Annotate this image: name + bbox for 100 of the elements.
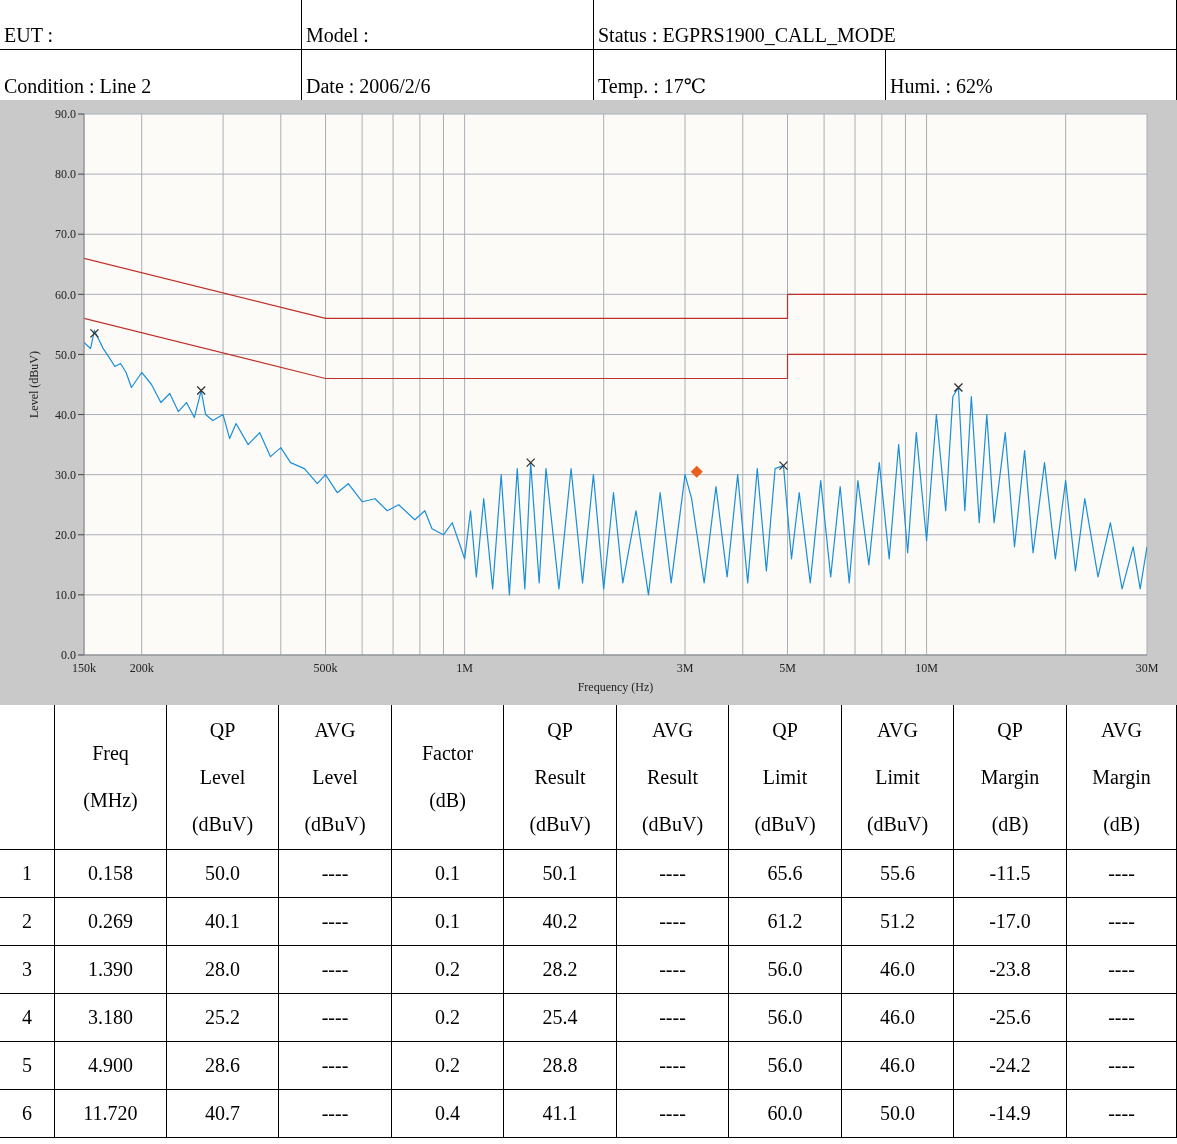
text: ----	[617, 898, 729, 945]
x-tick-label: 10M	[915, 660, 939, 675]
text: 65.6	[729, 850, 842, 897]
text: ----	[279, 1042, 392, 1089]
text: QP Margin (dB)	[980, 718, 1040, 835]
x-tick-label: 500k	[313, 660, 338, 675]
text: Temp. : 17℃	[594, 50, 886, 100]
text: 40.1	[167, 898, 279, 945]
text: ----	[279, 994, 392, 1041]
text: 46.0	[842, 946, 954, 993]
text: 1.390	[55, 946, 167, 993]
x-tick-label: 5M	[779, 660, 797, 675]
x-tick-label: 3M	[676, 660, 694, 675]
text: AVG Margin (dB)	[1092, 718, 1151, 835]
text: AVG Result (dBuV)	[641, 718, 704, 835]
text: 25.4	[504, 994, 617, 1041]
text: 0.1	[392, 850, 504, 897]
text: ----	[279, 850, 392, 897]
text: 4.900	[55, 1042, 167, 1089]
y-tick-label: 80.0	[55, 167, 76, 182]
text: ----	[617, 946, 729, 993]
text: ----	[279, 946, 392, 993]
x-tick-label: 30M	[1135, 660, 1159, 675]
y-tick-label: 60.0	[55, 287, 76, 302]
text: 55.6	[842, 850, 954, 897]
text: ----	[617, 1042, 729, 1089]
text: ----	[279, 1090, 392, 1137]
text: 56.0	[729, 1042, 842, 1089]
text: -24.2	[954, 1042, 1067, 1089]
text: ----	[1067, 850, 1177, 897]
text: 3.180	[55, 994, 167, 1041]
text: ----	[617, 994, 729, 1041]
text: Factor (dB)	[421, 742, 474, 811]
text: 41.1	[504, 1090, 617, 1137]
text: Condition : Line 2	[0, 50, 302, 100]
x-tick-label: 1M	[456, 660, 474, 675]
text: 50.0	[167, 850, 279, 897]
text: ----	[1067, 946, 1177, 993]
y-tick-label: 0.0	[61, 648, 76, 663]
text: 1	[0, 850, 55, 897]
text: 56.0	[729, 994, 842, 1041]
text: 0.2	[392, 946, 504, 993]
text: 28.2	[504, 946, 617, 993]
y-tick-label: 30.0	[55, 467, 76, 482]
x-tick-label: 200k	[129, 660, 154, 675]
text: ----	[1067, 994, 1177, 1041]
text: Humi. : 62%	[886, 50, 1177, 100]
text: 28.6	[167, 1042, 279, 1089]
text: 46.0	[842, 994, 954, 1041]
text: ----	[617, 1090, 729, 1137]
text: 40.2	[504, 898, 617, 945]
y-tick-label: 40.0	[55, 407, 76, 422]
text: 0.2	[392, 1042, 504, 1089]
text: 6	[0, 1090, 55, 1137]
y-tick-label: 10.0	[55, 588, 76, 603]
y-tick-label: 50.0	[55, 347, 76, 362]
text: ----	[279, 898, 392, 945]
text: 25.2	[167, 994, 279, 1041]
text: -14.9	[954, 1090, 1067, 1137]
text: 0.158	[55, 850, 167, 897]
text: QP Limit (dBuV)	[754, 718, 816, 835]
text: 50.0	[842, 1090, 954, 1137]
text: -17.0	[954, 898, 1067, 945]
text: -11.5	[954, 850, 1067, 897]
text: ----	[1067, 1090, 1177, 1137]
text: 28.0	[167, 946, 279, 993]
x-tick-label: 150k	[72, 660, 96, 675]
text: 3	[0, 946, 55, 993]
text: 56.0	[729, 946, 842, 993]
text: AVG Limit (dBuV)	[866, 718, 929, 835]
text: 46.0	[842, 1042, 954, 1089]
text: 2	[0, 898, 55, 945]
text: AVG Level (dBuV)	[304, 718, 366, 835]
x-axis-title: Frequency (Hz)	[577, 680, 654, 694]
text: 50.1	[504, 850, 617, 897]
text: 0.269	[55, 898, 167, 945]
text: Model :	[302, 0, 594, 49]
text: -25.6	[954, 994, 1067, 1041]
text: 5	[0, 1042, 55, 1089]
text: 0.1	[392, 898, 504, 945]
text: EUT :	[0, 0, 302, 49]
text: 28.8	[504, 1042, 617, 1089]
text: 0.4	[392, 1090, 504, 1137]
text: ----	[617, 850, 729, 897]
text: 60.0	[729, 1090, 842, 1137]
text: QP Level (dBuV)	[191, 718, 254, 835]
y-axis-title: Level (dBuV)	[27, 351, 42, 418]
text: QP Result (dBuV)	[529, 718, 591, 835]
text: Date : 2006/2/6	[302, 50, 594, 100]
y-tick-label: 90.0	[55, 107, 76, 122]
text: 51.2	[842, 898, 954, 945]
text: 4	[0, 994, 55, 1041]
text: 0.2	[392, 994, 504, 1041]
text: Freq (MHz)	[83, 742, 138, 811]
text: ----	[1067, 1042, 1177, 1089]
y-tick-label: 20.0	[55, 528, 76, 543]
text: 11.720	[55, 1090, 167, 1137]
text: ----	[1067, 898, 1177, 945]
text: 61.2	[729, 898, 842, 945]
text: 40.7	[167, 1090, 279, 1137]
